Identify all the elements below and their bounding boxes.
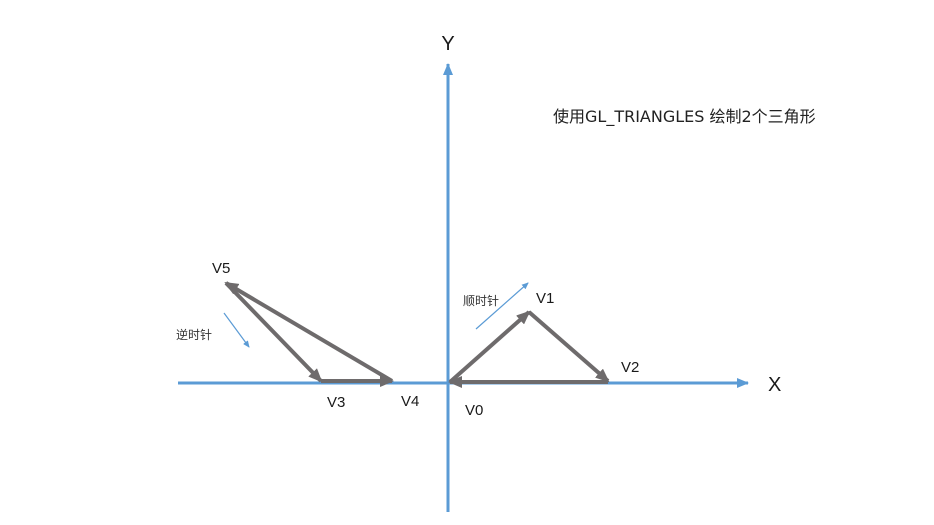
- edge-v4-v5: [224, 281, 394, 383]
- x-axis-label: X: [768, 374, 781, 396]
- clockwise-arrow: [475, 282, 529, 330]
- clockwise-label: 顺时针: [463, 293, 499, 308]
- edge-v0-v1: [448, 310, 531, 384]
- diagram-title: 使用GL_TRIANGLES 绘制2个三角形: [553, 107, 816, 127]
- vertex-label-v1: V1: [536, 290, 554, 307]
- vertex-label-v4: V4: [401, 393, 419, 410]
- vertex-label-v0: V0: [465, 402, 483, 419]
- vertex-label-v5: V5: [212, 260, 230, 277]
- counterclockwise-arrow: [223, 312, 250, 348]
- y-axis-label: Y: [441, 33, 454, 55]
- edge-v1-v2: [527, 310, 610, 383]
- vertex-label-v3: V3: [327, 394, 345, 411]
- edge-v5-v3: [224, 281, 323, 383]
- counterclockwise-label: 逆时针: [176, 327, 212, 342]
- vertex-label-v2: V2: [621, 359, 639, 376]
